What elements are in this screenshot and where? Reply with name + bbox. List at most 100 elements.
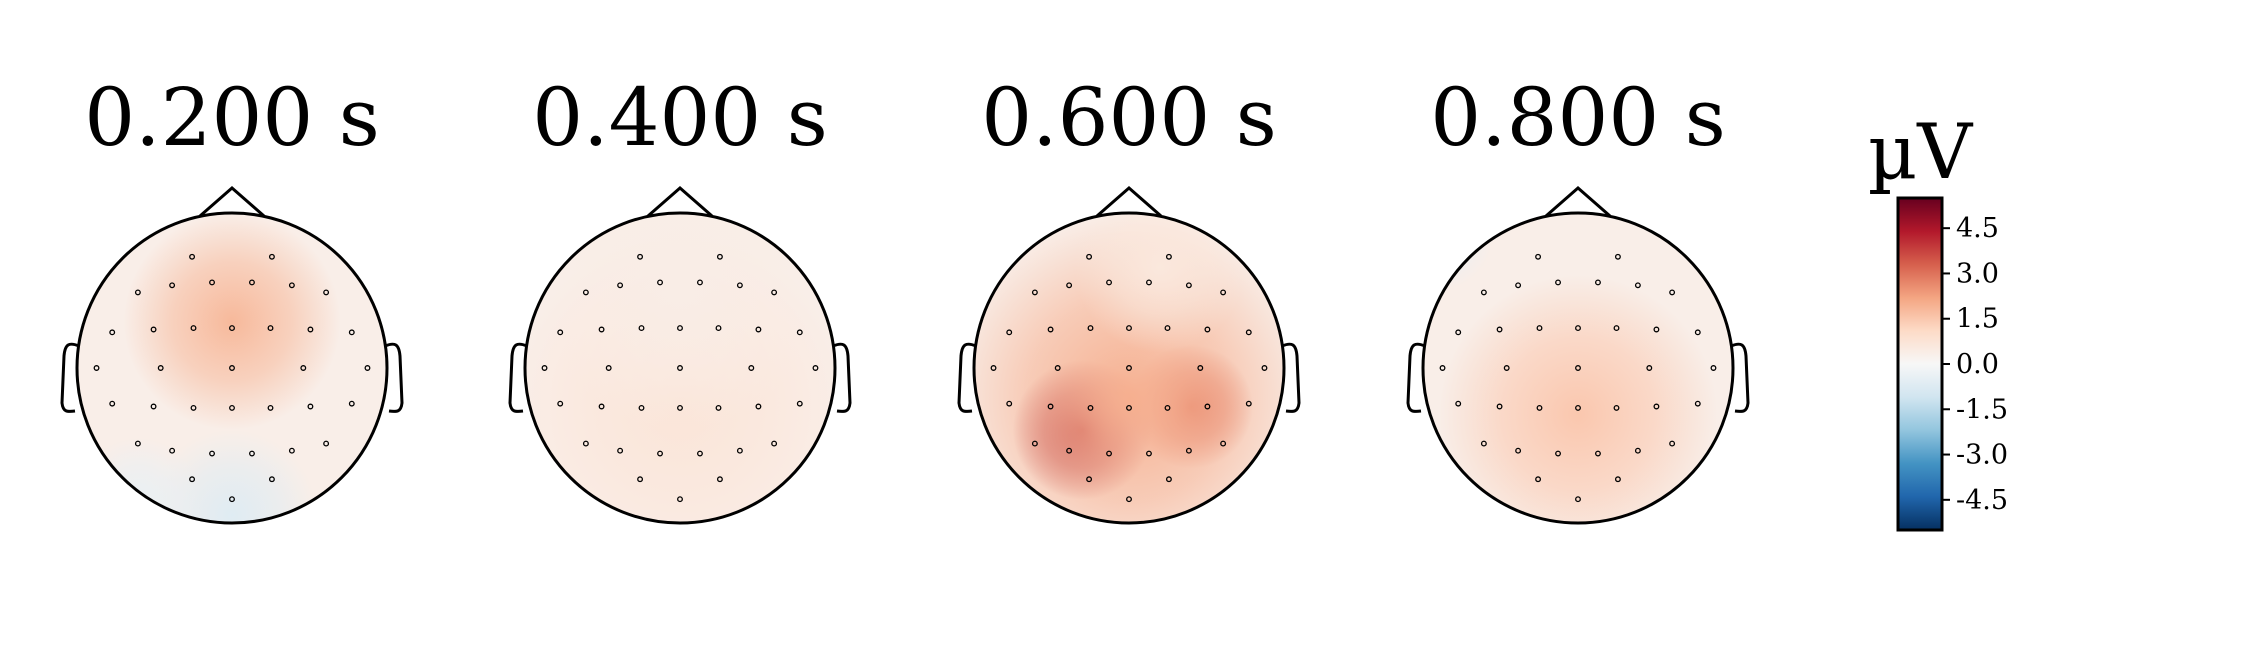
- sensor-dot: [617, 282, 624, 289]
- nose-outline: [199, 186, 265, 218]
- sensor-dot: [1555, 279, 1561, 286]
- sensor-dot: [1496, 326, 1503, 333]
- panel-title: 0.400 s: [532, 71, 828, 164]
- sensor-dot: [323, 440, 330, 447]
- sensor-dot: [1087, 325, 1094, 332]
- sensor-dot: [1555, 450, 1561, 457]
- sensor-dot: [617, 447, 624, 454]
- sensor-dot: [1087, 404, 1094, 411]
- sensor-dot: [109, 400, 116, 407]
- sensor-dot: [1164, 404, 1171, 411]
- sensor-dot: [1535, 476, 1542, 483]
- left-ear-outline: [508, 342, 528, 413]
- sensor-dot: [288, 447, 295, 454]
- sensor-dot: [1146, 279, 1152, 286]
- heat-field: [1423, 213, 1733, 523]
- sensor-dot: [1066, 447, 1073, 454]
- sensor-dot: [1066, 282, 1073, 289]
- sensor-dot: [189, 476, 196, 483]
- sensor-dot: [796, 329, 803, 336]
- left-ear-outline: [957, 342, 977, 413]
- colorbar-scale: [1896, 196, 1944, 532]
- sensor-dot: [1614, 253, 1621, 260]
- sensor-dot: [348, 329, 355, 336]
- topomap-panel: 0.400 s: [508, 71, 852, 525]
- sensor-dot: [1536, 325, 1543, 332]
- sensor-dot: [1220, 289, 1227, 296]
- right-ear-outline: [832, 342, 852, 413]
- sensor-dot: [582, 289, 589, 296]
- topomap-panels: 0.200 s 0.400 s 0.600 s 0.800 s: [60, 71, 1750, 525]
- sensor-dot: [1126, 404, 1132, 411]
- sensor-dot: [1164, 325, 1171, 332]
- nose-outline: [647, 186, 713, 218]
- sensor-dot: [657, 450, 663, 457]
- colorbar: µV 4.5 3.0 1.5 0.0 -1.5 -3.0 -4.5: [1868, 107, 2008, 532]
- sensor-dot: [657, 279, 663, 286]
- sensor-dot: [1126, 325, 1132, 332]
- heat-field: [525, 213, 835, 523]
- sensor-dot: [1261, 365, 1268, 371]
- sensor-dot: [1710, 365, 1717, 371]
- sensor-dot: [209, 279, 215, 286]
- sensor-dot: [1694, 329, 1701, 336]
- colorbar-tick-label: 0.0: [1956, 349, 1999, 380]
- right-ear-outline: [1730, 342, 1750, 413]
- sensor-dot: [323, 289, 330, 296]
- heat-blob: [77, 437, 201, 523]
- sensor-dot: [598, 403, 605, 410]
- sensor-dot: [1245, 400, 1252, 407]
- sensor-dot: [157, 365, 164, 371]
- topomap-panel: 0.200 s: [60, 71, 404, 525]
- sensor-dot: [1694, 400, 1701, 407]
- topomap-panel: 0.600 s: [957, 71, 1301, 525]
- sensor-dot: [1634, 447, 1641, 454]
- heat-blob: [1438, 275, 1718, 523]
- sensor-dot: [1455, 400, 1462, 407]
- sensor-dot: [697, 450, 703, 457]
- sensor-dot: [189, 253, 196, 260]
- sensor-dot: [268, 476, 275, 483]
- sensor-dot: [812, 365, 819, 371]
- sensor-dot: [557, 329, 564, 336]
- sensor-dot: [637, 476, 644, 483]
- sensor-dot: [1047, 403, 1054, 410]
- sensor-dot: [677, 404, 683, 411]
- sensor-dot: [677, 496, 683, 503]
- sensor-dot: [990, 365, 997, 371]
- sensor-markers: [990, 253, 1268, 503]
- panel-title: 0.200 s: [84, 71, 380, 164]
- sensor-dot: [1006, 400, 1013, 407]
- sensor-dot: [1185, 282, 1192, 289]
- sensor-dot: [300, 365, 307, 371]
- sensor-dot: [1496, 403, 1503, 410]
- sensor-dot: [1669, 440, 1676, 447]
- colorbar-tick-label: 1.5: [1956, 304, 1999, 335]
- sensor-dot: [557, 400, 564, 407]
- head-outline: [972, 211, 1286, 525]
- sensor-dot: [1047, 326, 1054, 333]
- sensor-dot: [307, 403, 314, 410]
- sensor-dot: [93, 365, 100, 371]
- colorbar-unit-label: µV: [1868, 107, 1973, 196]
- heat-blob: [1074, 213, 1246, 353]
- sensor-dot: [249, 450, 255, 457]
- sensor-markers: [541, 253, 819, 503]
- sensor-dot: [229, 365, 235, 371]
- colorbar-tick-label: -1.5: [1956, 394, 2008, 425]
- sensor-dot: [109, 329, 116, 336]
- sensor-dot: [1165, 253, 1172, 260]
- sensor-dot: [716, 253, 723, 260]
- head-outline: [75, 211, 389, 525]
- sensor-dot: [1575, 325, 1581, 332]
- heat-field: [974, 213, 1284, 523]
- sensor-dot: [1185, 447, 1192, 454]
- panel-title: 0.800 s: [1430, 71, 1726, 164]
- sensor-dot: [1515, 282, 1522, 289]
- sensor-markers: [93, 253, 371, 503]
- sensor-dot: [1515, 447, 1522, 454]
- sensor-dot: [677, 325, 683, 332]
- sensor-dot: [348, 400, 355, 407]
- nose-outline: [1545, 186, 1611, 218]
